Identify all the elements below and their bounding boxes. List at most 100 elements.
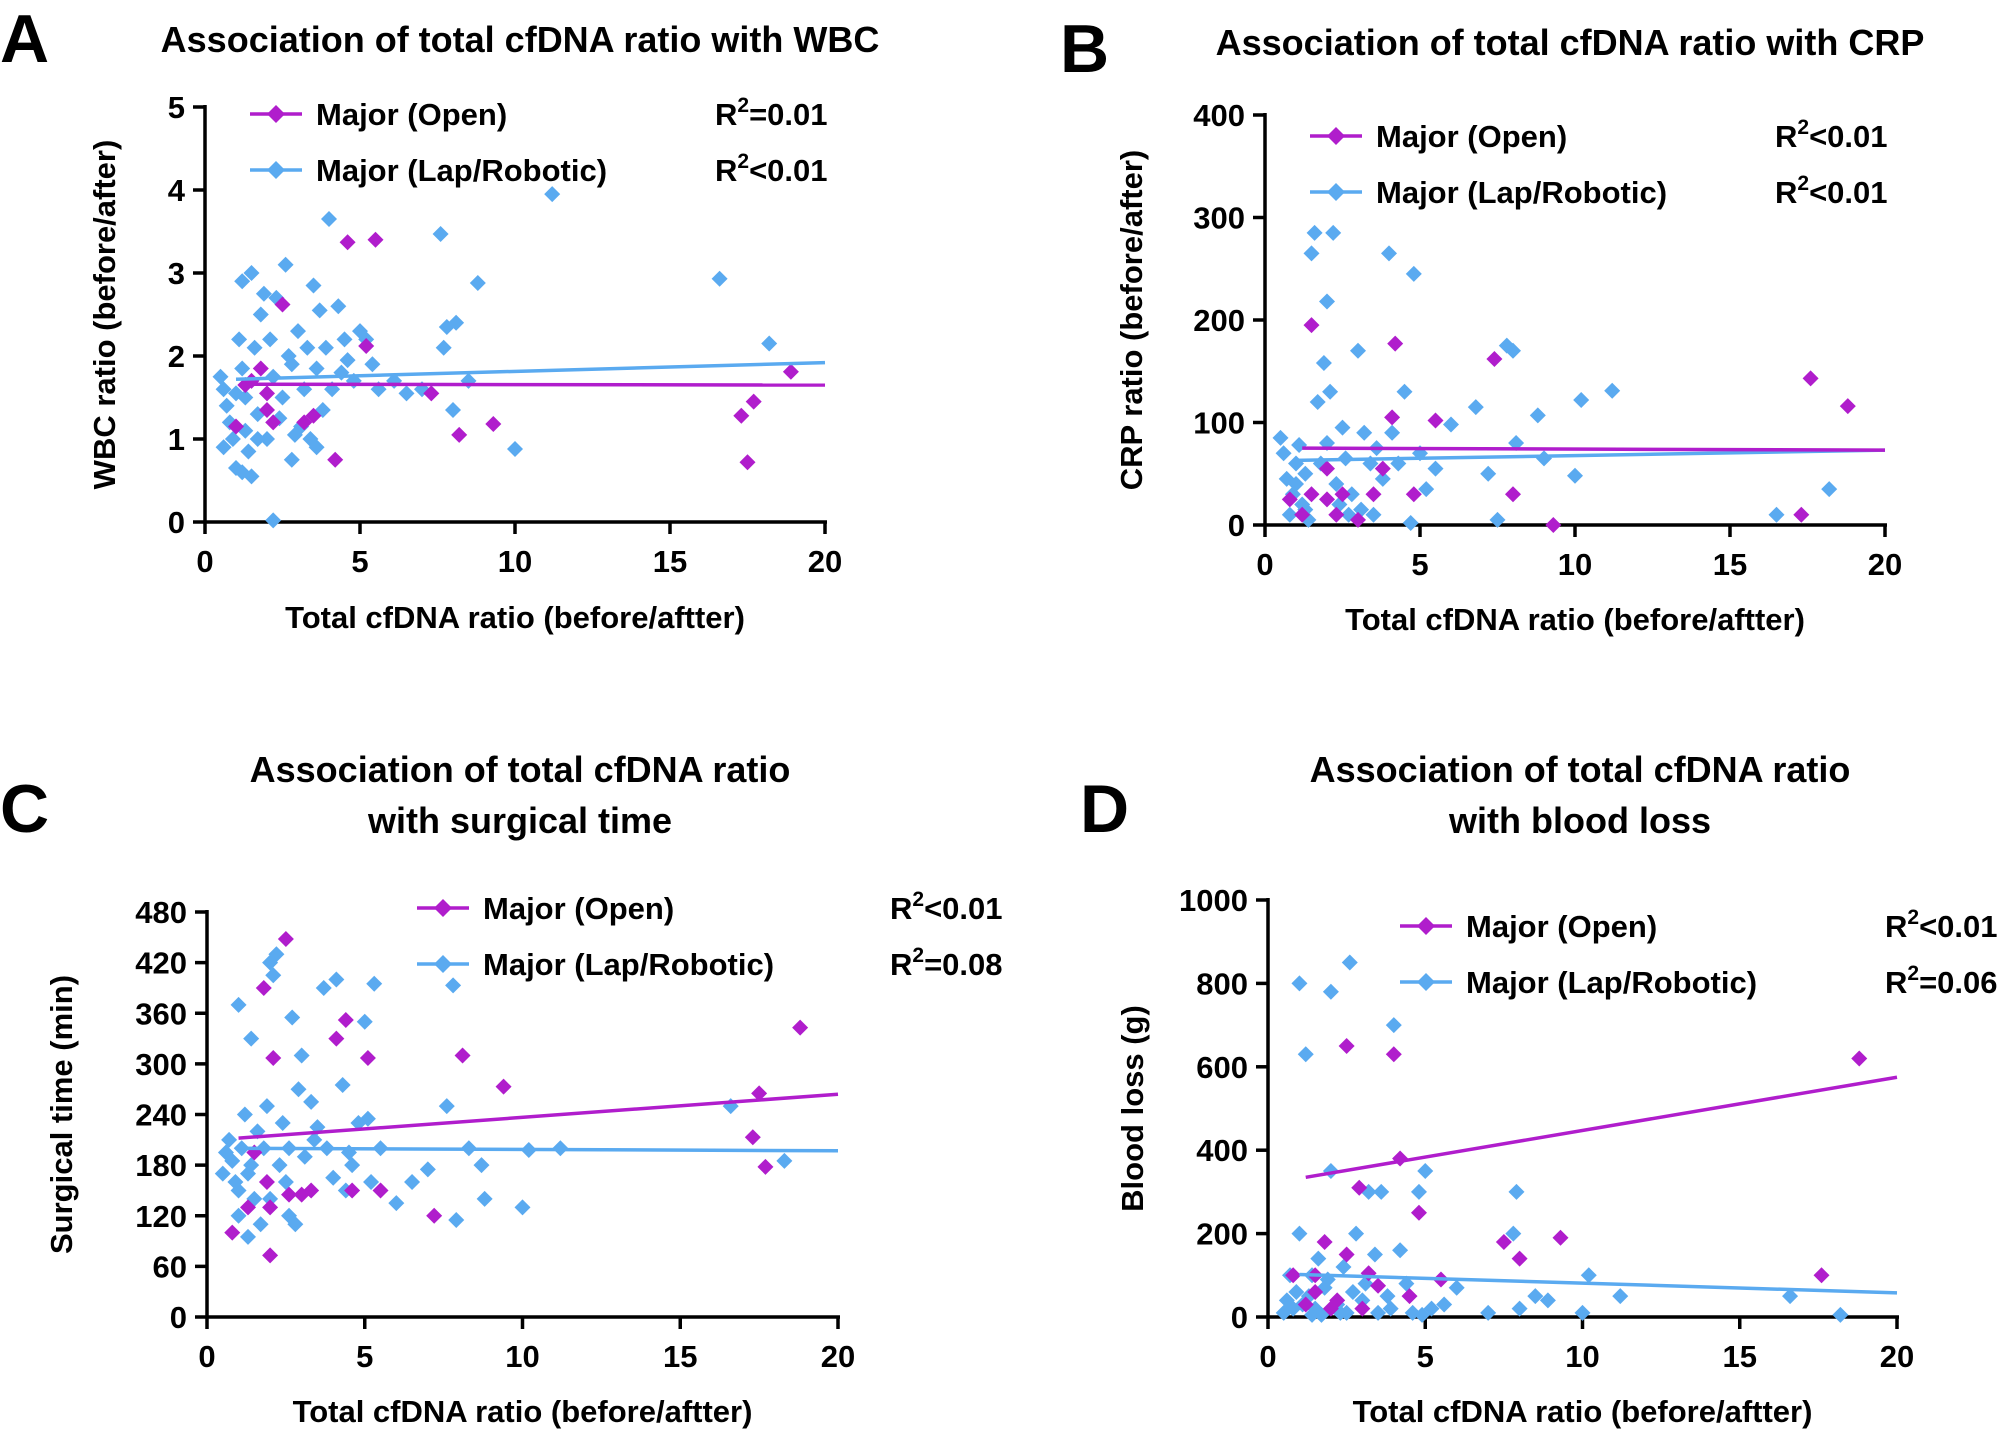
- data-point-lap: [1335, 1258, 1352, 1275]
- data-point-lap: [1350, 342, 1366, 359]
- data-point-open: [1370, 1277, 1387, 1294]
- data-point-lap: [284, 1009, 301, 1026]
- data-point-open: [782, 363, 799, 380]
- data-point-open: [1303, 486, 1320, 503]
- panel-a: A Association of total cfDNA ratio with W…: [0, 1, 879, 635]
- data-point-open: [733, 407, 750, 424]
- data-point-open: [224, 1224, 241, 1241]
- legend-marker-open: [267, 105, 285, 123]
- data-point-open: [1405, 486, 1422, 503]
- legend-label-open: Major (Open): [1466, 909, 1657, 944]
- y-tick-label: 300: [1193, 201, 1245, 236]
- fit-line-open: [251, 382, 826, 387]
- y-tick-label: 4: [168, 173, 186, 208]
- data-point-lap: [308, 360, 325, 377]
- data-point-lap: [388, 1195, 405, 1212]
- x-tick-label: 0: [1256, 547, 1273, 582]
- data-point-lap: [221, 1131, 238, 1148]
- data-point-lap: [283, 451, 300, 468]
- data-point-lap: [1272, 429, 1289, 446]
- data-point-lap: [448, 1211, 465, 1228]
- data-point-open: [281, 1186, 298, 1203]
- data-point-lap: [1281, 506, 1298, 523]
- data-point-lap: [1505, 1225, 1522, 1242]
- data-point-open: [277, 931, 294, 947]
- panel-letter: D: [1080, 771, 1129, 847]
- data-point-lap: [469, 274, 486, 291]
- data-point-lap: [1374, 470, 1391, 487]
- legend-marker-lap: [1327, 183, 1345, 201]
- data-point-lap: [231, 331, 248, 348]
- data-point-open: [745, 393, 762, 410]
- data-point-lap: [473, 1157, 490, 1174]
- data-point-open: [265, 1049, 282, 1066]
- legend-label-lap: Major (Lap/Robotic): [316, 153, 607, 188]
- data-point-open: [258, 1174, 275, 1190]
- data-point-lap: [1427, 460, 1444, 477]
- data-point-lap: [445, 977, 462, 994]
- r-squared-lap: R2<0.01: [1775, 172, 1888, 210]
- data-point-lap: [1405, 265, 1422, 282]
- x-tick-label: 15: [653, 544, 687, 579]
- x-tick-label: 10: [1565, 1339, 1599, 1374]
- data-point-lap: [1508, 1183, 1525, 1200]
- y-axis-label: Blood loss (g): [1115, 1005, 1150, 1212]
- y-tick-label: 180: [135, 1148, 187, 1183]
- r-squared-lap: R2=0.08: [890, 944, 1003, 982]
- data-point-lap: [776, 1152, 793, 1169]
- data-point-open: [265, 414, 282, 431]
- data-point-open: [1427, 412, 1444, 429]
- panel-d: D Association of total cfDNA ratio with bl…: [1080, 749, 1998, 1429]
- data-point-lap: [1529, 407, 1546, 424]
- r-squared-open: R2<0.01: [1885, 906, 1998, 944]
- chart-title: with surgical time: [367, 800, 672, 841]
- data-point-lap: [240, 443, 257, 460]
- data-point-lap: [1604, 382, 1621, 399]
- x-tick-label: 0: [1259, 1339, 1276, 1374]
- data-point-open: [744, 1129, 761, 1146]
- data-point-lap: [1379, 1288, 1396, 1305]
- fit-line-open: [238, 1092, 839, 1140]
- data-point-lap: [274, 389, 291, 406]
- data-point-open: [1338, 1246, 1355, 1263]
- fit-line-lap: [1295, 448, 1886, 463]
- legend-marker-open: [434, 899, 452, 917]
- data-point-lap: [1310, 1250, 1327, 1267]
- data-point-lap: [1573, 391, 1590, 408]
- x-tick-label: 10: [498, 544, 532, 579]
- y-tick-label: 2: [168, 339, 185, 374]
- data-point-lap: [761, 335, 778, 352]
- legend-marker-lap: [1417, 973, 1435, 991]
- data-point-lap: [1370, 1304, 1387, 1321]
- data-point-lap: [1275, 445, 1292, 462]
- data-point-lap: [1384, 424, 1401, 441]
- data-point-lap: [277, 256, 294, 273]
- y-tick-label: 420: [135, 946, 187, 981]
- data-point-open: [1385, 1046, 1402, 1063]
- data-point-lap: [1612, 1288, 1629, 1305]
- data-point-lap: [230, 1182, 247, 1199]
- data-point-lap: [340, 1144, 357, 1161]
- data-point-open: [1319, 491, 1335, 508]
- data-point-open: [1307, 1283, 1324, 1300]
- fit-line-lap: [1299, 1272, 1898, 1295]
- y-tick-label: 0: [168, 505, 185, 540]
- data-point-open: [1410, 1204, 1427, 1221]
- data-point-open: [228, 418, 244, 435]
- data-point-lap: [1539, 1292, 1556, 1309]
- data-point-lap: [240, 1165, 257, 1182]
- x-tick-label: 20: [808, 544, 842, 579]
- data-point-lap: [1297, 465, 1314, 482]
- data-point-lap: [1821, 481, 1838, 498]
- data-point-open: [1793, 506, 1810, 523]
- data-point-lap: [514, 1199, 531, 1216]
- data-point-lap: [237, 389, 254, 406]
- chart-title: Association of total cfDNA ratio with WB…: [161, 19, 880, 60]
- data-point-open: [344, 1182, 361, 1199]
- data-point-lap: [1480, 1304, 1497, 1321]
- x-tick-label: 15: [1713, 547, 1747, 582]
- y-tick-label: 240: [135, 1098, 187, 1133]
- data-point-lap: [544, 186, 561, 203]
- x-axis-label: Total cfDNA ratio (before/aftter): [1353, 1394, 1813, 1429]
- data-point-lap: [308, 439, 325, 456]
